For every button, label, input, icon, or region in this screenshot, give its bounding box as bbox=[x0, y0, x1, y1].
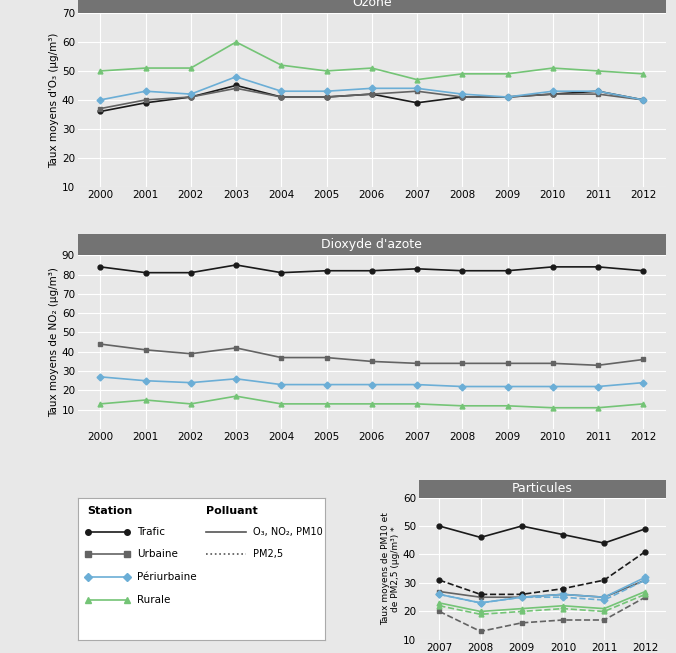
Y-axis label: Taux moyens de PM10 et
de PM2,5 (μg/m³) *: Taux moyens de PM10 et de PM2,5 (μg/m³) … bbox=[381, 513, 400, 625]
Text: PM2,5: PM2,5 bbox=[254, 549, 283, 560]
Y-axis label: Taux moyens d'O₃ (μg/m³): Taux moyens d'O₃ (μg/m³) bbox=[49, 32, 59, 168]
Text: Urbaine: Urbaine bbox=[137, 549, 178, 560]
Text: Périurbaine: Périurbaine bbox=[137, 572, 197, 582]
Y-axis label: Taux moyens de NO₂ (μg/m³): Taux moyens de NO₂ (μg/m³) bbox=[49, 267, 59, 417]
Text: O₃, NO₂, PM10: O₃, NO₂, PM10 bbox=[254, 527, 323, 537]
Text: Station: Station bbox=[88, 506, 133, 516]
Text: Polluant: Polluant bbox=[206, 506, 258, 516]
Text: Rurale: Rurale bbox=[137, 595, 170, 605]
Text: Trafic: Trafic bbox=[137, 527, 165, 537]
